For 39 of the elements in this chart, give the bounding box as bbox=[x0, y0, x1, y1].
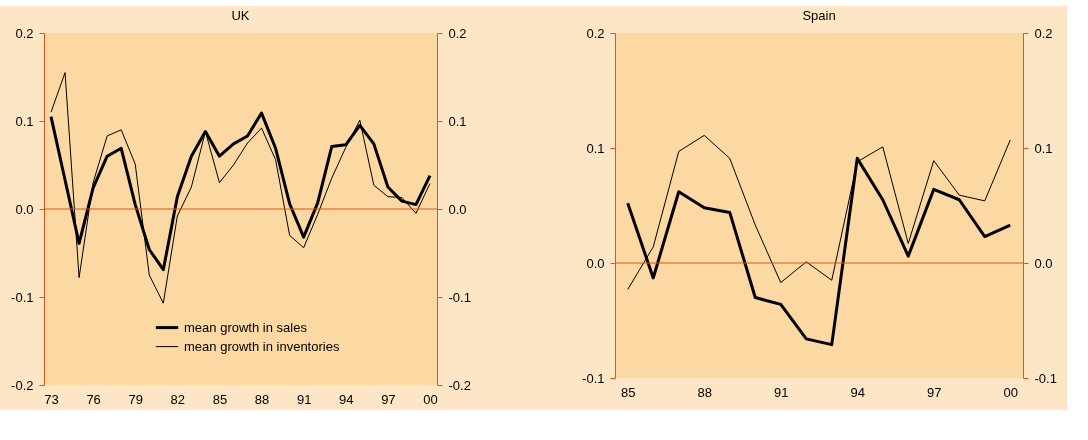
x-tick-label: 73 bbox=[44, 391, 59, 407]
y-tick-label: -0.2 bbox=[11, 377, 34, 393]
y-tick-label: 0.2 bbox=[15, 25, 34, 41]
y-tick-label: 0.1 bbox=[586, 140, 605, 156]
y2-tick-label: 0.1 bbox=[1034, 140, 1053, 156]
x-tick-label: 94 bbox=[339, 391, 354, 407]
y-tick-label: -0.1 bbox=[582, 370, 605, 386]
chart-title: Spain bbox=[802, 8, 836, 23]
legend-label: mean growth in sales bbox=[184, 319, 308, 335]
x-tick-label: 82 bbox=[170, 391, 186, 407]
y2-tick-label: 0.1 bbox=[448, 113, 467, 129]
y2-tick-label: -0.1 bbox=[1034, 370, 1057, 386]
y2-tick-label: 0.0 bbox=[448, 201, 467, 217]
x-tick-label: 76 bbox=[86, 391, 101, 407]
legend-label: mean growth in inventories bbox=[184, 338, 340, 354]
x-tick-label: 88 bbox=[254, 391, 270, 407]
x-tick-label: 00 bbox=[1003, 384, 1018, 400]
y2-tick-label: 0.0 bbox=[1034, 255, 1053, 271]
y2-tick-label: -0.2 bbox=[448, 377, 471, 393]
y-tick-label: 0.0 bbox=[15, 201, 34, 217]
y2-tick-label: 0.2 bbox=[448, 25, 467, 41]
x-tick-label: 91 bbox=[774, 384, 789, 400]
x-tick-label: 85 bbox=[621, 384, 636, 400]
x-tick-label: 97 bbox=[381, 391, 396, 407]
y2-tick-label: -0.1 bbox=[448, 289, 471, 305]
x-tick-label: 91 bbox=[296, 391, 312, 407]
line-series bbox=[50, 72, 431, 304]
y-tick-label: 0.0 bbox=[586, 255, 605, 271]
x-tick-label: 00 bbox=[423, 391, 438, 407]
x-tick-label: 85 bbox=[212, 391, 228, 407]
x-tick-label: 97 bbox=[927, 384, 942, 400]
x-tick-label: 88 bbox=[697, 384, 712, 400]
y2-tick-label: 0.2 bbox=[1034, 25, 1053, 41]
chart-title: UK bbox=[231, 8, 250, 23]
x-tick-label: 94 bbox=[850, 384, 865, 400]
x-tick-label: 79 bbox=[128, 391, 143, 407]
y-tick-label: 0.1 bbox=[15, 113, 34, 129]
y-tick-label: 0.2 bbox=[586, 25, 605, 41]
y-tick-label: -0.1 bbox=[11, 289, 34, 305]
